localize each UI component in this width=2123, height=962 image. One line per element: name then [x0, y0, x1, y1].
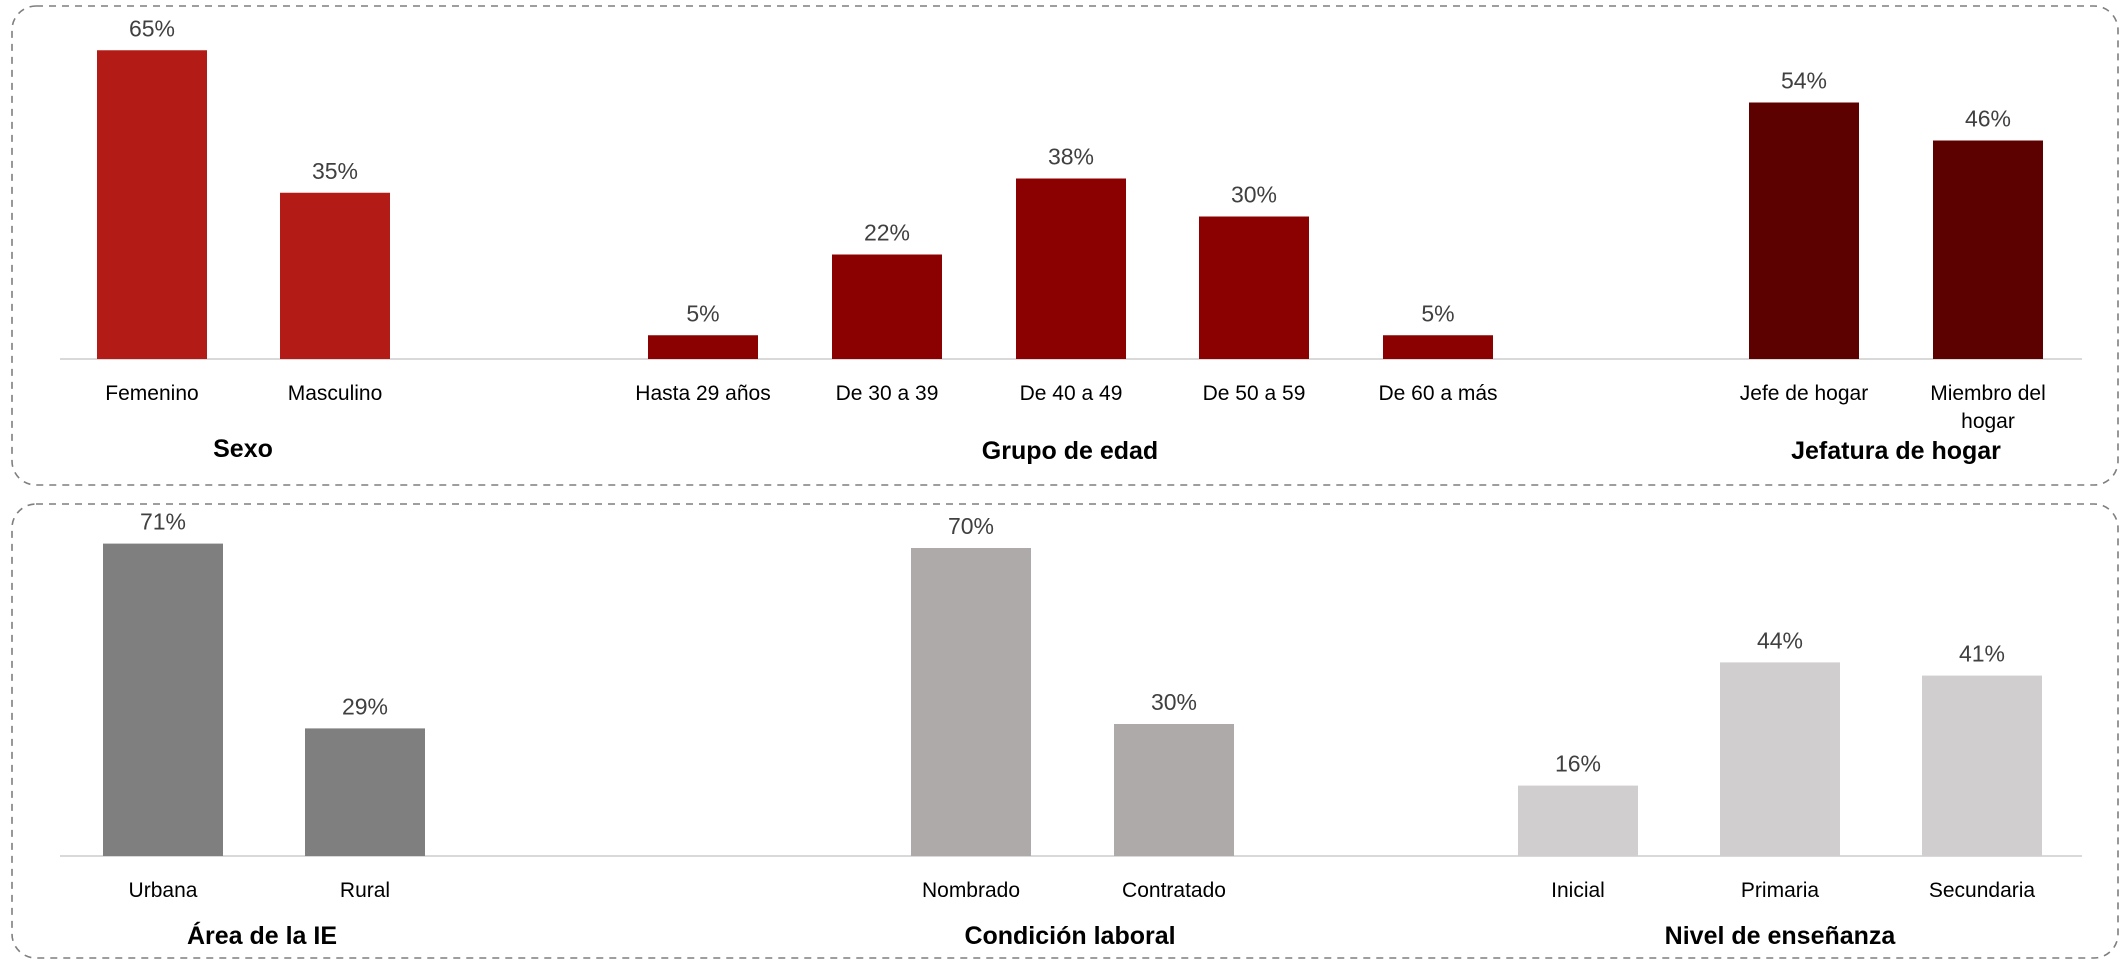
- category-label: Urbana: [129, 879, 198, 902]
- bar: [911, 548, 1031, 856]
- bar: [1016, 178, 1126, 359]
- chart-5: 16% Inicial 44% Primaria 41% Secundaria Nivel …: [1518, 627, 2042, 950]
- bar: [1720, 662, 1840, 856]
- category-label: Inicial: [1551, 879, 1605, 902]
- data-label: 46%: [1965, 106, 2011, 132]
- chart-title: Área de la IE: [187, 921, 337, 950]
- bar: [1383, 335, 1493, 359]
- data-label: 44%: [1757, 627, 1803, 653]
- bar: [648, 335, 758, 359]
- data-label: 5%: [1421, 300, 1454, 326]
- data-label: 16%: [1555, 751, 1601, 777]
- category-label: Miembro del hogar: [1930, 382, 2046, 433]
- bar: [1933, 140, 2043, 359]
- data-label: 38%: [1048, 144, 1094, 170]
- category-label: De 30 a 39: [836, 382, 939, 405]
- bar: [103, 543, 223, 856]
- chart-title: Grupo de edad: [982, 437, 1158, 465]
- bar: [1749, 102, 1859, 359]
- chart-1: 5% Hasta 29 años 22% De 30 a 39 38% De 40 a 4…: [635, 144, 1497, 466]
- category-label: De 50 a 59: [1203, 382, 1306, 405]
- data-label: 30%: [1231, 182, 1277, 208]
- data-label: 65%: [129, 15, 175, 41]
- chart-title: Sexo: [213, 435, 273, 463]
- chart-2: 54% Jefe de hogar 46% Miembro del hogar Jefat…: [1740, 68, 2046, 466]
- category-label: Secundaria: [1929, 879, 2036, 902]
- bottom-panel-frame: [11, 503, 2119, 959]
- bar: [1922, 675, 2042, 856]
- bar: [1114, 724, 1234, 856]
- data-label: 5%: [686, 300, 719, 326]
- data-label: 71%: [140, 509, 186, 535]
- chart-title: Nivel de enseñanza: [1665, 922, 1897, 950]
- data-label: 70%: [948, 513, 994, 539]
- category-label: Jefe de hogar: [1740, 382, 1868, 405]
- bar: [832, 254, 942, 359]
- category-label: Nombrado: [922, 879, 1020, 902]
- category-label: Contratado: [1122, 879, 1226, 902]
- chart-title: Condición laboral: [964, 922, 1175, 950]
- chart-marks: 65% Femenino 35% Masculino Sexo 5% Hasta 29 añ…: [97, 15, 2046, 950]
- data-label: 41%: [1959, 641, 2005, 667]
- bar: [97, 50, 207, 359]
- chart-title: Jefatura de hogar: [1791, 437, 2001, 465]
- data-label: 54%: [1781, 68, 1827, 94]
- bar: [305, 728, 425, 856]
- category-label: Masculino: [288, 382, 383, 405]
- category-label: Femenino: [105, 382, 198, 405]
- data-label: 22%: [864, 220, 910, 246]
- category-label: Rural: [340, 879, 390, 902]
- category-label: Primaria: [1741, 879, 1819, 902]
- category-label: Hasta 29 años: [635, 382, 770, 405]
- category-label: De 40 a 49: [1020, 382, 1123, 405]
- data-label: 29%: [342, 693, 388, 719]
- data-label: 30%: [1151, 689, 1197, 715]
- chart-4: 70% Nombrado 30% Contratado Condición labora…: [911, 513, 1234, 950]
- data-label: 35%: [312, 158, 358, 184]
- chart-0: 65% Femenino 35% Masculino Sexo: [97, 15, 390, 463]
- top-panel-frame: [11, 5, 2119, 486]
- bar: [1518, 785, 1638, 856]
- bar: [1199, 216, 1309, 359]
- category-label: De 60 a más: [1378, 382, 1497, 405]
- bar: [280, 192, 390, 359]
